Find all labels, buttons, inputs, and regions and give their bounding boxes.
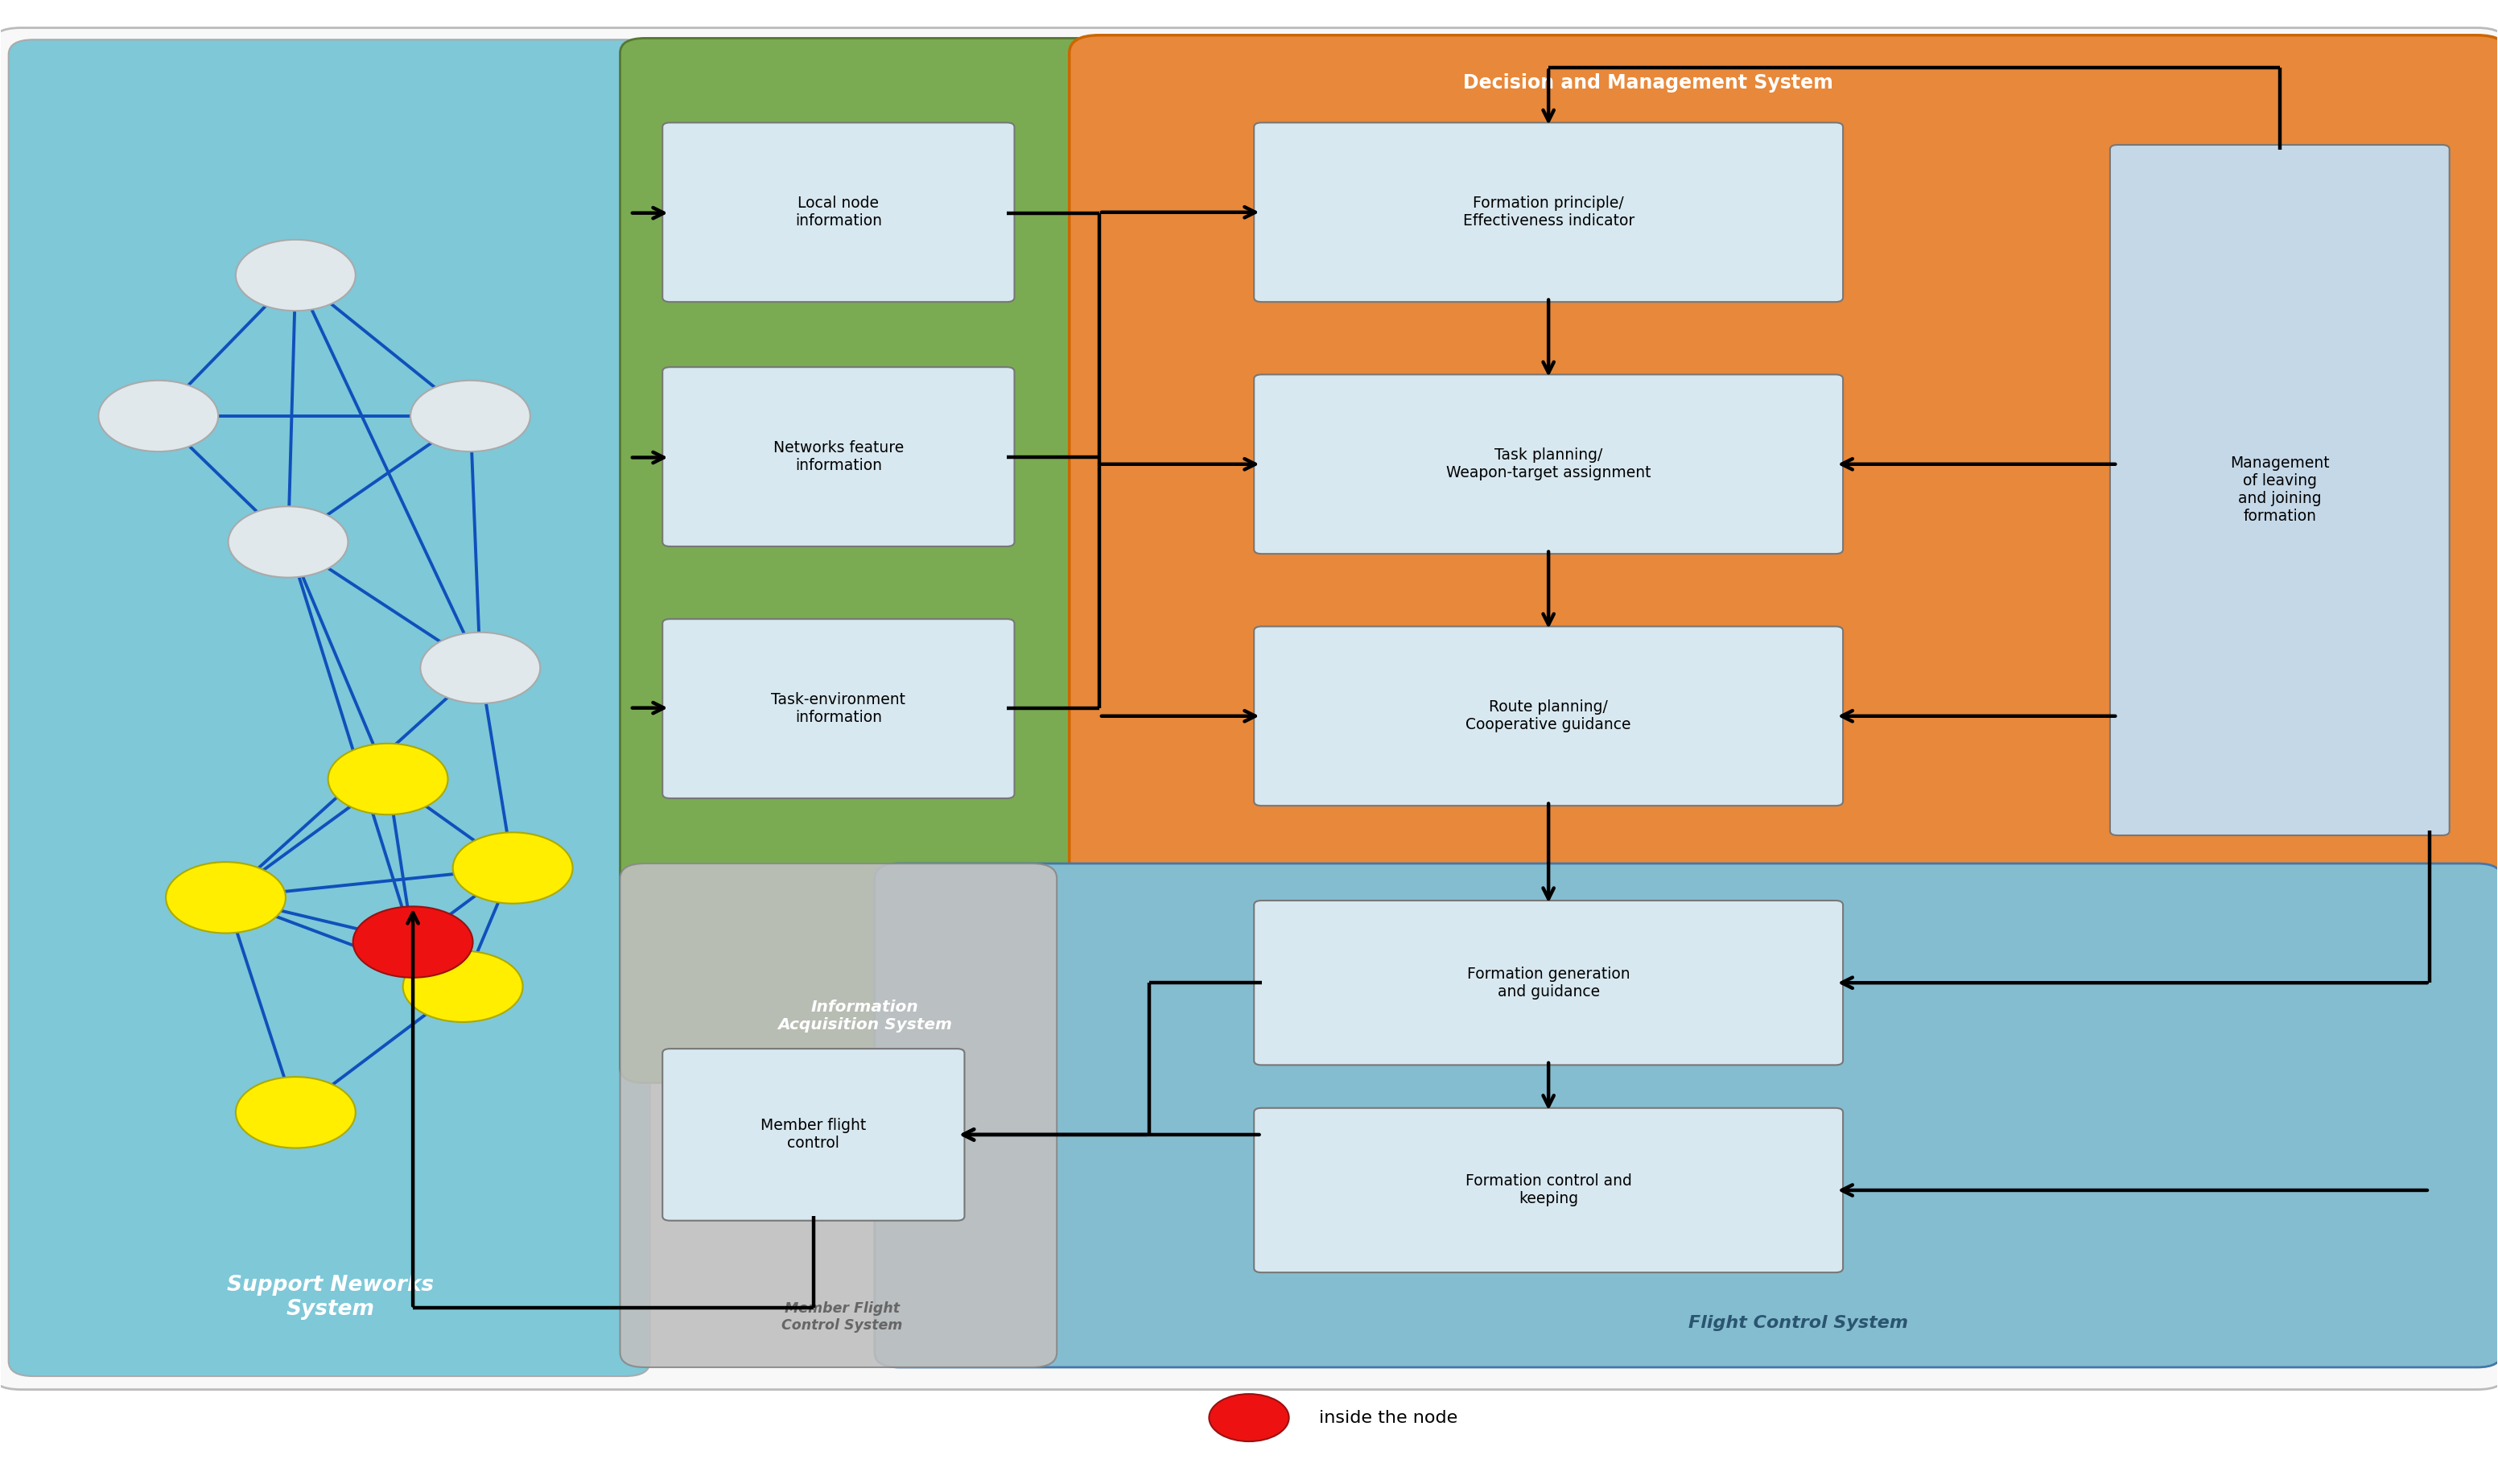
FancyBboxPatch shape [620, 864, 1057, 1367]
Text: inside the node: inside the node [1319, 1410, 1456, 1426]
Circle shape [235, 240, 355, 310]
Circle shape [97, 380, 217, 451]
Text: Member Flight
Control System: Member Flight Control System [782, 1301, 902, 1333]
FancyBboxPatch shape [1069, 36, 2498, 923]
Circle shape [420, 632, 540, 703]
FancyBboxPatch shape [1254, 626, 1844, 806]
Circle shape [165, 862, 285, 933]
Circle shape [452, 833, 572, 904]
Text: Task-environment
information: Task-environment information [772, 692, 907, 726]
Text: Task planning/
Weapon-target assignment: Task planning/ Weapon-target assignment [1446, 448, 1651, 481]
Circle shape [402, 951, 522, 1022]
Text: Formation principle/
Effectiveness indicator: Formation principle/ Effectiveness indic… [1464, 196, 1634, 229]
FancyBboxPatch shape [662, 619, 1014, 798]
Text: Formation control and
keeping: Formation control and keeping [1466, 1174, 1631, 1206]
Circle shape [1209, 1393, 1289, 1441]
FancyBboxPatch shape [0, 28, 2498, 1389]
Text: Support Neworks
System: Support Neworks System [227, 1275, 435, 1321]
Circle shape [235, 1077, 355, 1149]
FancyBboxPatch shape [2111, 145, 2451, 835]
Text: Management
of leaving
and joining
formation: Management of leaving and joining format… [2231, 456, 2331, 524]
Circle shape [227, 506, 347, 577]
Text: Route planning/
Cooperative guidance: Route planning/ Cooperative guidance [1466, 699, 1631, 733]
Circle shape [327, 743, 447, 815]
FancyBboxPatch shape [1254, 123, 1844, 301]
FancyBboxPatch shape [662, 123, 1014, 301]
FancyBboxPatch shape [874, 864, 2498, 1367]
FancyBboxPatch shape [1254, 374, 1844, 554]
FancyBboxPatch shape [662, 1049, 964, 1221]
Text: Decision and Management System: Decision and Management System [1464, 73, 1834, 92]
Text: Flight Control System: Flight Control System [1689, 1315, 1908, 1331]
FancyBboxPatch shape [662, 367, 1014, 546]
FancyBboxPatch shape [1254, 1109, 1844, 1272]
FancyBboxPatch shape [7, 40, 649, 1376]
Text: Formation generation
and guidance: Formation generation and guidance [1466, 966, 1631, 999]
Text: Local node
information: Local node information [794, 196, 882, 229]
Circle shape [410, 380, 530, 451]
FancyBboxPatch shape [1254, 901, 1844, 1066]
Text: Information
Acquisition System: Information Acquisition System [777, 1000, 952, 1033]
Text: Member flight
control: Member flight control [762, 1117, 867, 1152]
Text: Networks feature
information: Networks feature information [774, 441, 904, 473]
FancyBboxPatch shape [620, 39, 1107, 1083]
Circle shape [352, 907, 472, 978]
